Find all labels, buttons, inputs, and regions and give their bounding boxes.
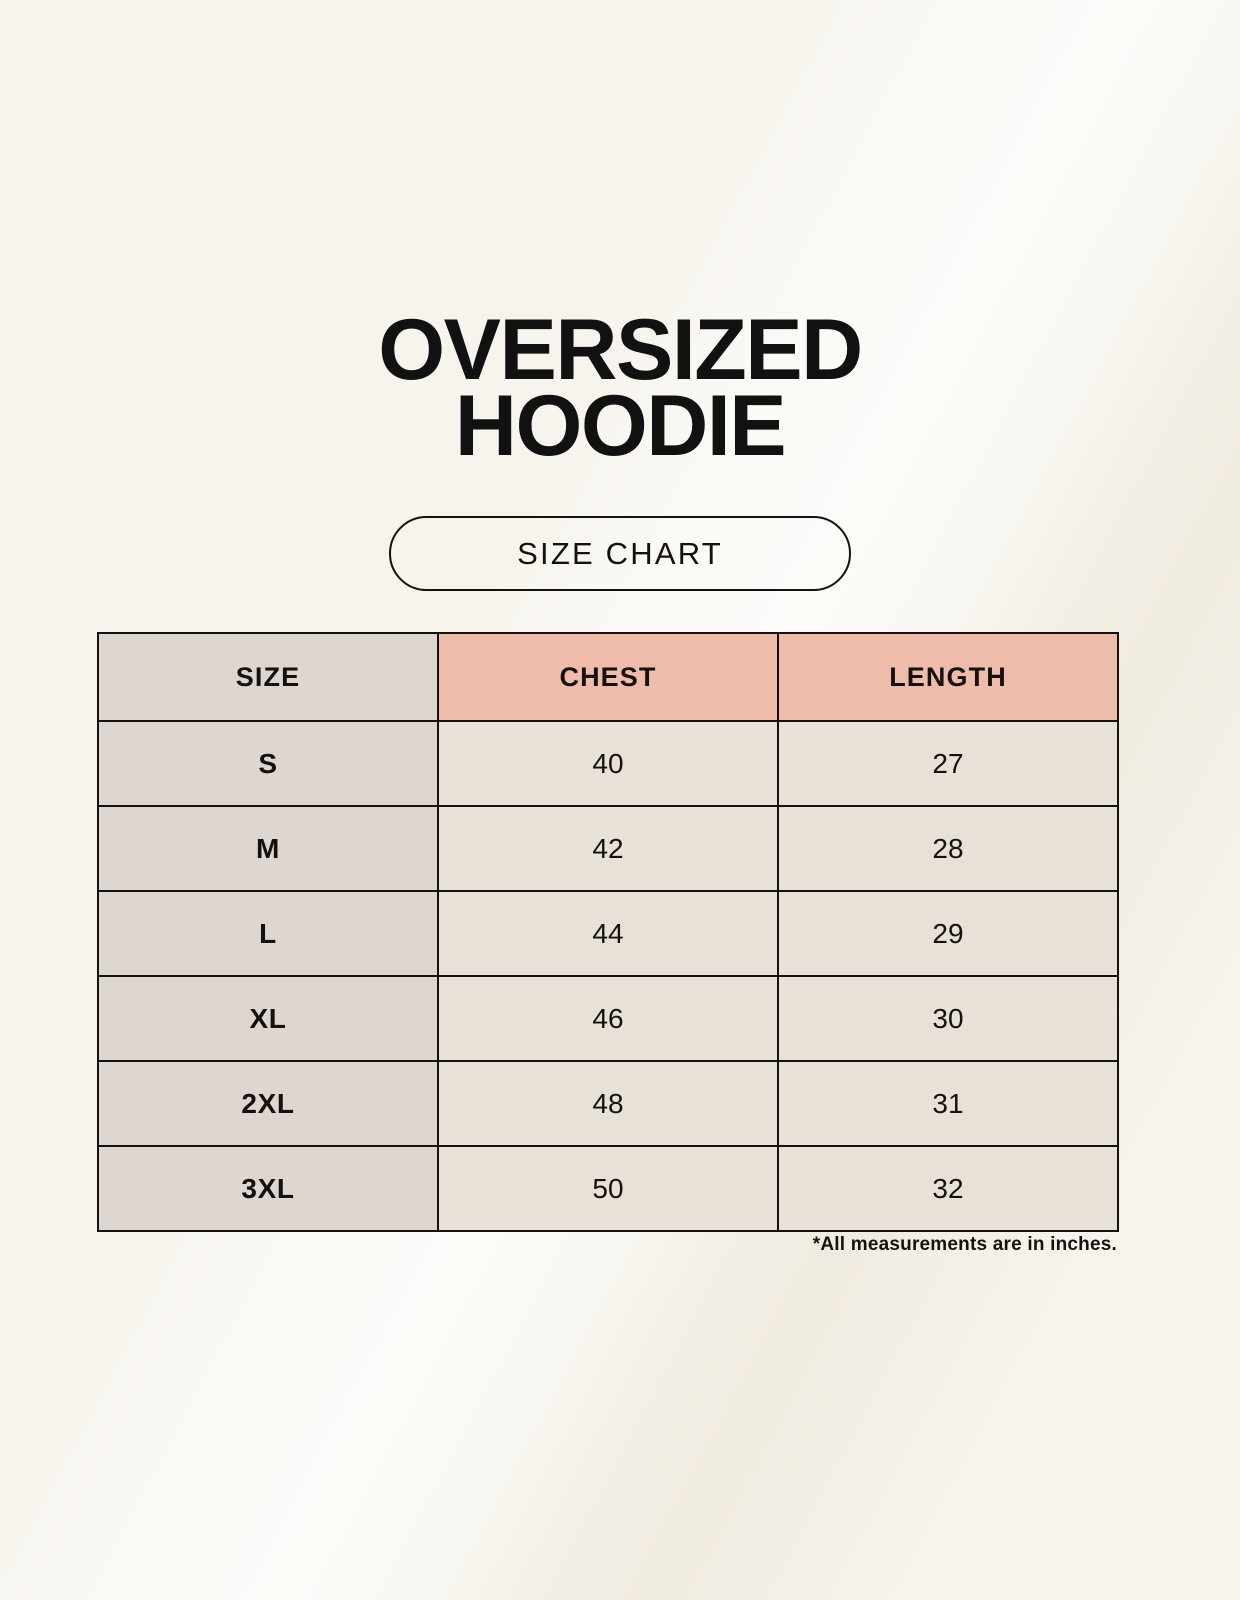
cell-chest: 40	[437, 720, 779, 807]
column-header-size: SIZE	[97, 632, 439, 722]
column-header-length: LENGTH	[777, 632, 1119, 722]
table-row: 2XL 48 31	[97, 1060, 1119, 1147]
cell-size: 3XL	[97, 1145, 439, 1232]
table-row: 3XL 50 32	[97, 1145, 1119, 1232]
table-header-row: SIZE CHEST LENGTH	[97, 632, 1119, 722]
cell-chest: 44	[437, 890, 779, 977]
title-line-1: OVERSIZED	[378, 302, 863, 398]
column-header-chest: CHEST	[437, 632, 779, 722]
cell-size: M	[97, 805, 439, 892]
cell-length: 29	[777, 890, 1119, 977]
cell-size: 2XL	[97, 1060, 439, 1147]
table-row: L 44 29	[97, 890, 1119, 977]
measurement-unit-note: *All measurements are in inches.	[812, 1234, 1117, 1255]
page-title: OVERSIZED HOODIE	[0, 302, 1240, 474]
cell-size: XL	[97, 975, 439, 1062]
cell-size: S	[97, 720, 439, 807]
size-table-body: S 40 27 M 42 28 L 44 29 XL 46 30	[97, 720, 1119, 1232]
cell-length: 30	[777, 975, 1119, 1062]
cell-length: 32	[777, 1145, 1119, 1232]
cell-chest: 48	[437, 1060, 779, 1147]
cell-size: L	[97, 890, 439, 977]
size-table-container: SIZE CHEST LENGTH S 40 27 M 42 28 L	[97, 632, 1119, 1232]
cell-length: 27	[777, 720, 1119, 807]
size-table: SIZE CHEST LENGTH S 40 27 M 42 28 L	[97, 632, 1119, 1232]
cell-chest: 42	[437, 805, 779, 892]
size-chart-badge-container: SIZE CHART	[0, 516, 1240, 591]
cell-chest: 50	[437, 1145, 779, 1232]
cell-length: 31	[777, 1060, 1119, 1147]
table-row: XL 46 30	[97, 975, 1119, 1062]
cell-chest: 46	[437, 975, 779, 1062]
title-line-2: HOODIE	[454, 378, 787, 474]
table-row: S 40 27	[97, 720, 1119, 807]
cell-length: 28	[777, 805, 1119, 892]
size-chart-badge: SIZE CHART	[389, 516, 851, 591]
size-table-head: SIZE CHEST LENGTH	[97, 632, 1119, 722]
table-row: M 42 28	[97, 805, 1119, 892]
